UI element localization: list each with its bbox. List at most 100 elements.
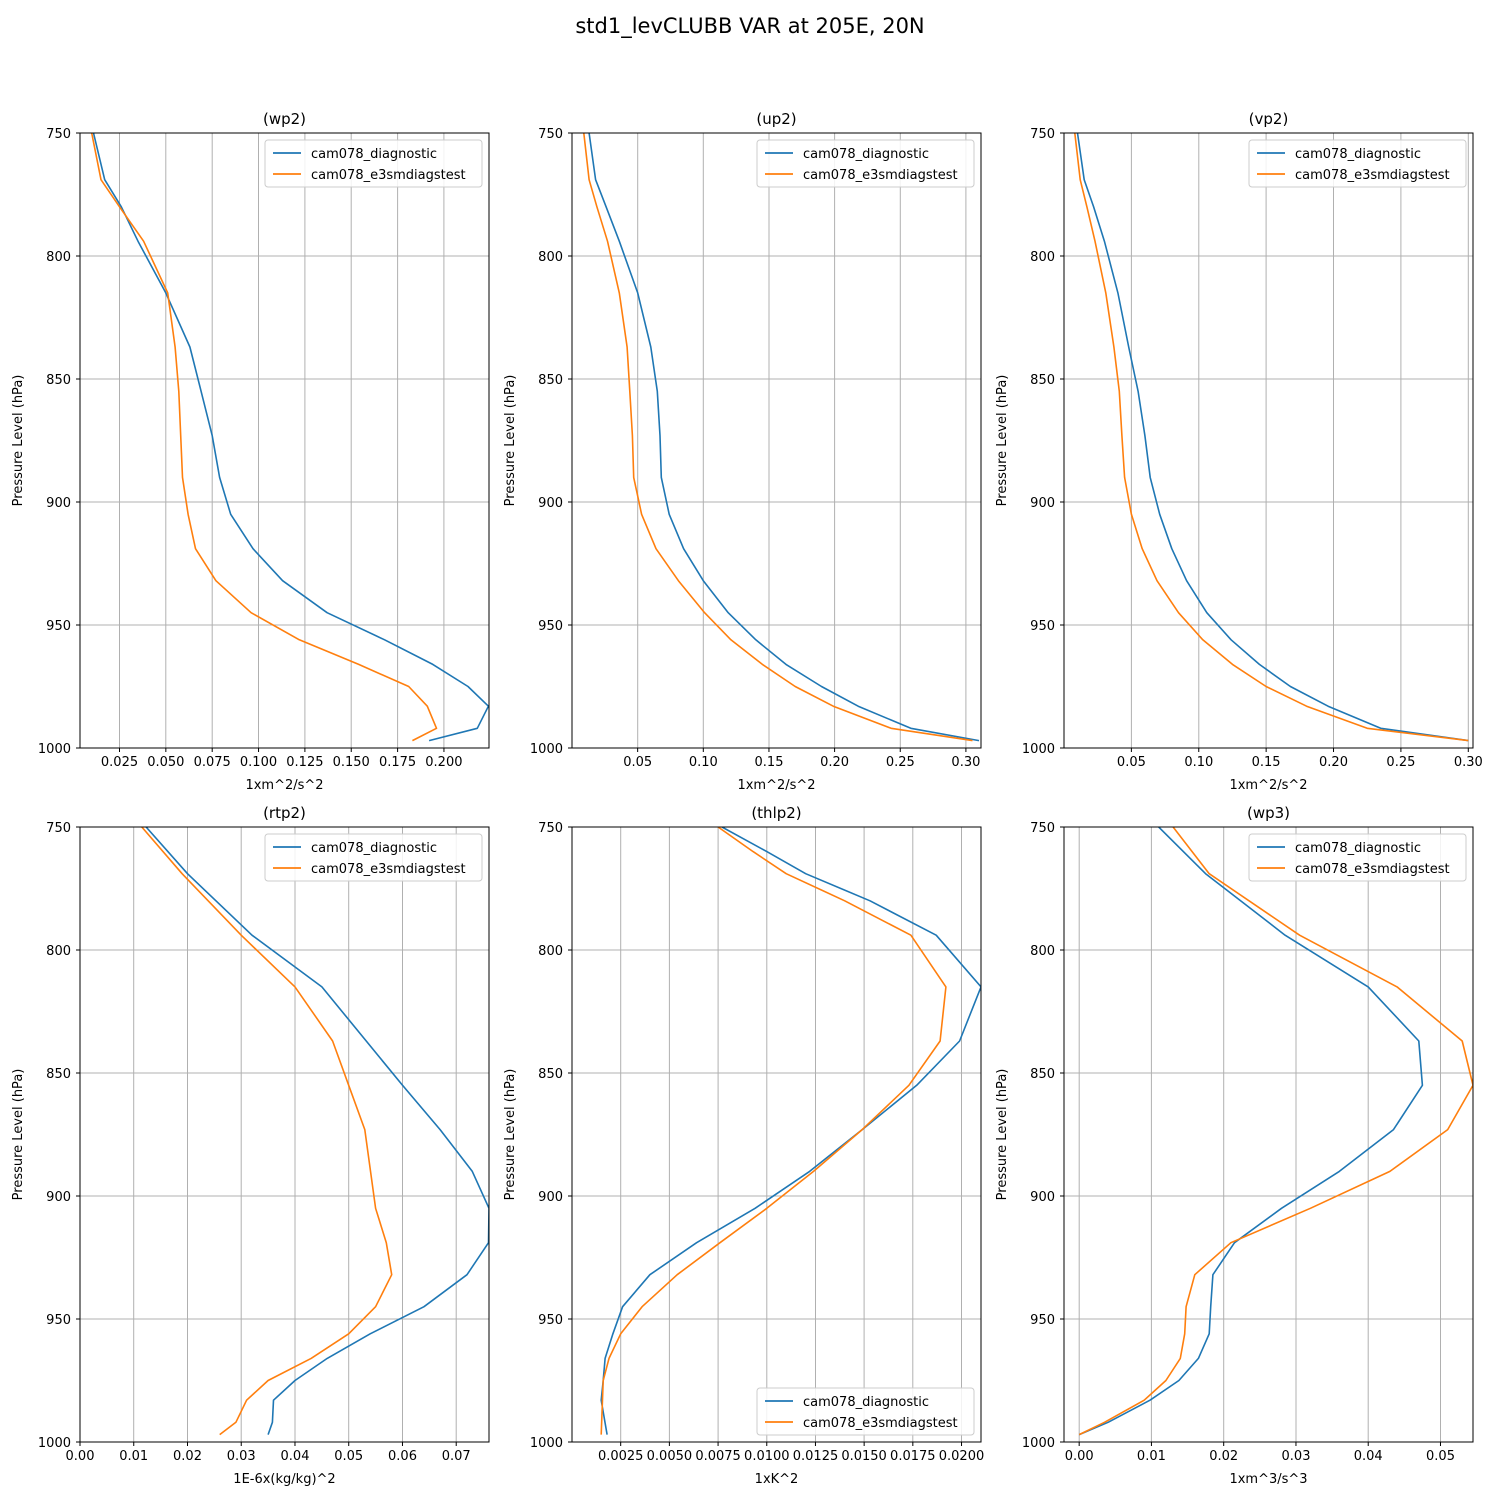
y-tick-label: 950 <box>1030 1313 1055 1328</box>
x-tick-label: 0.0200 <box>939 1449 985 1464</box>
axes-frame <box>571 826 982 1443</box>
series-line-cam078_e3smdiagstest <box>90 133 438 742</box>
x-tick-label: 0.0075 <box>695 1449 741 1464</box>
y-tick-label: 1000 <box>38 742 71 757</box>
y-tick-label: 1000 <box>38 1436 71 1451</box>
x-tick-label: 0.05 <box>1426 1449 1455 1464</box>
y-tick-label: 950 <box>46 619 71 634</box>
y-tick-label: 950 <box>538 1313 563 1328</box>
series-line-cam078_e3smdiagstest <box>1078 827 1473 1436</box>
x-axis-label: 1xm^3/s^3 <box>1229 1472 1307 1487</box>
x-tick-label: 0.0025 <box>598 1449 644 1464</box>
x-axis-label: 1xK^2 <box>755 1472 799 1487</box>
x-axis-label: 1xm^2/s^2 <box>1229 778 1307 793</box>
panel-thlp2: 0.0025 0.0050 0.0075 0.0100 0.0125 0.0150 0.01… <box>503 804 984 1487</box>
y-tick-label: 950 <box>1030 619 1055 634</box>
y-tick-label: 900 <box>538 1190 563 1205</box>
y-tick-label: 850 <box>1030 373 1055 388</box>
panel-title: (thlp2) <box>751 804 801 822</box>
x-tick-label: 0.30 <box>1454 755 1483 770</box>
x-axis-label: 1xm^2/s^2 <box>737 778 815 793</box>
legend-label: cam078_e3smdiagstest <box>1295 862 1450 877</box>
series-line-cam078_e3smdiagstest <box>141 827 393 1436</box>
y-tick-label: 750 <box>538 127 563 142</box>
series-line-cam078_e3smdiagstest <box>1074 133 1469 742</box>
x-tick-label: 0.0125 <box>793 1449 839 1464</box>
x-tick-label: 0.05 <box>334 1449 363 1464</box>
x-axis-label: 1E-6x(kg/kg)^2 <box>233 1472 335 1487</box>
x-tick-label: 0.15 <box>1252 755 1281 770</box>
panel-title: (vp2) <box>1249 110 1289 128</box>
x-tick-label: 0.00 <box>66 1449 95 1464</box>
y-axis-label: Pressure Level (hPa) <box>503 375 518 507</box>
x-tick-label: 0.100 <box>240 755 277 770</box>
legend-box <box>264 139 483 188</box>
y-tick-label: 950 <box>46 1313 71 1328</box>
x-tick-label: 0.25 <box>1386 755 1415 770</box>
legend-box <box>1248 833 1467 882</box>
y-tick-label: 750 <box>1030 821 1055 836</box>
y-tick-label: 900 <box>1030 496 1055 511</box>
axes-frame <box>571 132 982 749</box>
y-tick-label: 1000 <box>530 1436 563 1451</box>
panel-up2: 0.05 0.10 0.15 0.20 0.25 0.30 750 800 850 900 950 1… <box>503 110 982 793</box>
x-tick-label: 0.0100 <box>744 1449 790 1464</box>
legend-box <box>264 833 483 882</box>
y-axis-label: Pressure Level (hPa) <box>11 1069 26 1201</box>
x-tick-label: 0.04 <box>281 1449 310 1464</box>
x-tick-label: 0.15 <box>755 755 784 770</box>
x-tick-label: 0.20 <box>1319 755 1348 770</box>
y-axis-label: Pressure Level (hPa) <box>503 1069 518 1201</box>
series-line-cam078_diagnostic <box>1076 133 1469 742</box>
panel-wp2: 0.025 0.050 0.075 0.100 0.125 0.150 0.175 0.200… <box>11 110 490 793</box>
x-tick-label: 0.10 <box>689 755 718 770</box>
x-tick-label: 0.05 <box>623 755 652 770</box>
x-tick-label: 0.30 <box>951 755 980 770</box>
legend-label: cam078_e3smdiagstest <box>311 862 466 877</box>
panel-title: (up2) <box>756 110 796 128</box>
x-tick-label: 0.03 <box>227 1449 256 1464</box>
legend-label: cam078_e3smdiagstest <box>803 168 958 183</box>
y-tick-label: 850 <box>538 1067 563 1082</box>
legend-box <box>756 1387 975 1436</box>
y-tick-label: 850 <box>46 1067 71 1082</box>
panel-title: (rtp2) <box>263 804 306 822</box>
series-line-cam078_diagnostic <box>145 827 489 1435</box>
legend-box <box>756 139 975 188</box>
y-tick-label: 900 <box>1030 1190 1055 1205</box>
legend-label: cam078_diagnostic <box>1295 841 1421 856</box>
x-tick-label: 0.20 <box>820 755 849 770</box>
y-tick-label: 850 <box>538 373 563 388</box>
legend: cam078_diagnostic cam078_e3smdiagstest <box>1248 833 1467 882</box>
x-tick-label: 0.075 <box>194 755 231 770</box>
axes-frame <box>1063 132 1474 749</box>
y-axis-label: Pressure Level (hPa) <box>995 375 1010 507</box>
x-tick-label: 0.050 <box>147 755 184 770</box>
x-tick-label: 0.03 <box>1282 1449 1311 1464</box>
y-tick-label: 900 <box>46 496 71 511</box>
series-line-cam078_diagnostic <box>1078 827 1424 1436</box>
x-tick-label: 0.01 <box>1137 1449 1166 1464</box>
y-tick-label: 800 <box>538 944 563 959</box>
x-tick-label: 0.0175 <box>890 1449 936 1464</box>
y-tick-label: 900 <box>538 496 563 511</box>
legend-label: cam078_diagnostic <box>311 841 437 856</box>
x-tick-label: 0.10 <box>1184 755 1213 770</box>
legend-label: cam078_diagnostic <box>1295 147 1421 162</box>
y-tick-label: 850 <box>1030 1067 1055 1082</box>
x-tick-label: 0.00 <box>1065 1449 1094 1464</box>
x-tick-label: 0.025 <box>101 755 138 770</box>
legend-label: cam078_diagnostic <box>311 147 437 162</box>
legend: cam078_diagnostic cam078_e3smdiagstest <box>264 139 483 188</box>
x-tick-label: 0.25 <box>886 755 915 770</box>
series-line-cam078_e3smdiagstest <box>600 827 947 1435</box>
panel-wp3: 0.00 0.01 0.02 0.03 0.04 0.05 750 800 850 900 950 1… <box>995 804 1474 1487</box>
x-axis-label: 1xm^2/s^2 <box>245 778 323 793</box>
legend-label: cam078_e3smdiagstest <box>1295 168 1450 183</box>
y-tick-label: 900 <box>46 1190 71 1205</box>
y-tick-label: 750 <box>46 821 71 836</box>
legend: cam078_diagnostic cam078_e3smdiagstest <box>756 139 975 188</box>
x-tick-label: 0.200 <box>425 755 462 770</box>
legend-label: cam078_e3smdiagstest <box>803 1416 958 1431</box>
panel-rtp2: 0.00 0.01 0.02 0.03 0.04 0.05 0.06 0.07 750 800 85… <box>11 804 490 1487</box>
